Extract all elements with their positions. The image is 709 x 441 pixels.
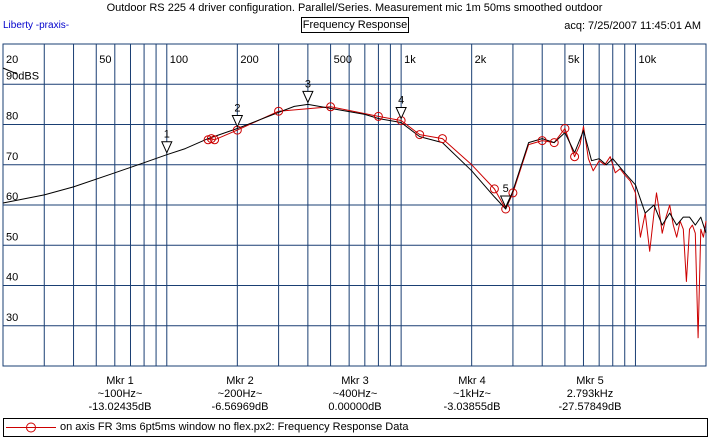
marker-frequency: ~100Hz~ bbox=[97, 388, 143, 400]
marker-frequency: ~1kHz~ bbox=[453, 388, 491, 400]
marker-value: 0.00000dB bbox=[328, 401, 382, 413]
app-label: Liberty -praxis- bbox=[3, 20, 70, 31]
frequency-marker-2 bbox=[231, 115, 244, 128]
marker-value: -13.02435dB bbox=[88, 401, 152, 413]
frequency-marker-label: 4 bbox=[398, 94, 404, 106]
x-tick-label: 500 bbox=[334, 54, 352, 66]
data-point-marker bbox=[326, 102, 336, 112]
marker-value: -27.57849dB bbox=[558, 401, 622, 413]
acquisition-timestamp: acq: 7/25/2007 11:45:01 AM bbox=[564, 20, 701, 32]
series-measured-line bbox=[207, 106, 707, 339]
legend[interactable]: on axis FR 3ms 6pt5ms window no flex.px2… bbox=[3, 418, 708, 437]
frequency-marker-label: 1 bbox=[164, 129, 170, 141]
window-title: Outdoor RS 225 4 driver configuration. P… bbox=[106, 2, 603, 14]
marker-value: -3.03855dB bbox=[443, 401, 501, 413]
x-tick-label: 100 bbox=[170, 54, 188, 66]
y-tick-label: 90dBS bbox=[6, 70, 39, 82]
series-smoothed-line bbox=[2, 103, 707, 234]
frequency-marker-label: 5 bbox=[503, 183, 509, 195]
frequency-marker-5 bbox=[499, 195, 512, 209]
marker-value: -6.56969dB bbox=[211, 401, 269, 413]
frequency-marker-1 bbox=[161, 141, 173, 154]
y-tick-label: 50 bbox=[6, 231, 18, 243]
marker-name: Mkr 1 bbox=[106, 375, 134, 387]
plot-name-box[interactable]: Frequency Response bbox=[301, 17, 409, 33]
data-point-marker bbox=[560, 124, 570, 133]
data-point-marker bbox=[415, 130, 425, 140]
marker-name: Mkr 5 bbox=[576, 375, 604, 387]
marker-name: Mkr 4 bbox=[458, 375, 486, 387]
x-tick-label: 1k bbox=[404, 54, 416, 66]
marker-name: Mkr 2 bbox=[226, 375, 254, 387]
data-point-marker bbox=[274, 106, 284, 116]
y-tick-label: 80 bbox=[6, 111, 18, 123]
x-tick-label: 2k bbox=[475, 54, 487, 66]
data-point-marker bbox=[210, 135, 220, 145]
y-tick-label: 70 bbox=[6, 151, 18, 163]
marker-readout-3: Mkr 3 ~400Hz~ 0.00000dB bbox=[300, 375, 410, 414]
data-point-marker bbox=[373, 111, 383, 121]
reference-level-indicator bbox=[2, 67, 18, 75]
marker-frequency: 2.793kHz bbox=[566, 388, 614, 400]
x-tick-label: 200 bbox=[240, 54, 258, 66]
y-tick-label: 60 bbox=[6, 191, 18, 203]
marker-name: Mkr 3 bbox=[341, 375, 369, 387]
marker-readout-5: Mkr 5 2.793kHz -27.57849dB bbox=[535, 375, 645, 414]
x-tick-label: 50 bbox=[99, 54, 111, 66]
data-point-marker bbox=[537, 136, 547, 146]
data-point-marker bbox=[489, 184, 499, 194]
marker-frequency: ~200Hz~ bbox=[217, 388, 263, 400]
frequency-marker-label: 2 bbox=[234, 103, 240, 115]
marker-frequency: ~400Hz~ bbox=[332, 388, 378, 400]
x-tick-label: 10k bbox=[638, 54, 656, 66]
x-tick-label: 5k bbox=[568, 54, 580, 66]
data-point-marker bbox=[437, 134, 447, 144]
data-point-marker bbox=[549, 138, 559, 148]
marker-readout-2: Mkr 2 ~200Hz~ -6.56969dB bbox=[185, 375, 295, 414]
marker-readout-1: Mkr 1 ~100Hz~ -13.02435dB bbox=[65, 375, 175, 414]
frequency-marker-3 bbox=[302, 90, 314, 104]
data-point-marker bbox=[508, 188, 518, 198]
y-tick-label: 40 bbox=[6, 272, 18, 284]
legend-swatch bbox=[6, 422, 56, 433]
frequency-marker-4 bbox=[395, 106, 407, 120]
marker-readout-4: Mkr 4 ~1kHz~ -3.03855dB bbox=[417, 375, 527, 414]
x-tick-label: 20 bbox=[6, 54, 18, 66]
frequency-marker-label: 3 bbox=[305, 78, 311, 90]
data-point-marker bbox=[570, 152, 580, 162]
legend-label: on axis FR 3ms 6pt5ms window no flex.px2… bbox=[60, 421, 409, 433]
y-tick-label: 30 bbox=[6, 312, 18, 324]
